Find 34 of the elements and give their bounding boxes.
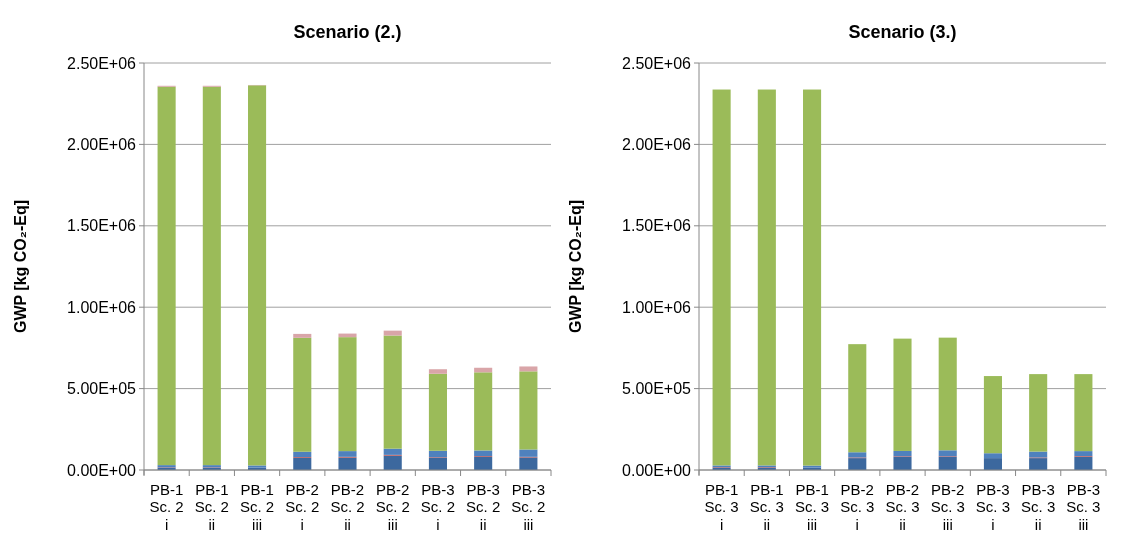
y-tick-label: 1.00E+06 (622, 298, 692, 316)
y-tick-label: 5.00E+05 (67, 380, 137, 398)
x-tick-label: PB-2 Sc. 3 iii (930, 481, 965, 533)
x-tick-label: PB-1 Sc. 2 iii (239, 481, 275, 533)
chart-title: Scenario (3.) (848, 22, 957, 42)
chart-title: Scenario (2.) (293, 22, 402, 42)
y-tick-label: 2.00E+06 (622, 136, 692, 153)
y-axis-title: GWP [kg CO₂-Eq] (12, 199, 29, 334)
x-tick-label: PB-2 Sc. 3 ii (885, 481, 920, 533)
y-tick-label: 1.50E+06 (622, 217, 692, 235)
x-tick-label: PB-2 Sc. 2 ii (330, 481, 365, 533)
x-tick-label: PB-1 Sc. 3 iii (794, 481, 830, 533)
y-tick-label: 0.00E+00 (67, 461, 137, 479)
y-tick-label: 1.00E+06 (67, 298, 137, 316)
x-tick-label: PB-1 Sc. 2 ii (194, 481, 229, 533)
y-tick-label: 2.50E+06 (622, 54, 692, 72)
y-tick-label: 5.00E+05 (622, 380, 692, 398)
x-tick-label: PB-3 Sc. 2 iii (511, 481, 546, 533)
y-tick-label: 0.00E+00 (622, 461, 692, 479)
x-tick-label: PB-2 Sc. 2 i (285, 481, 320, 533)
x-tick-label: PB-3 Sc. 3 i (975, 481, 1011, 533)
x-tick-label: PB-3 Sc. 3 ii (1021, 481, 1056, 533)
x-tick-label: PB-1 Sc. 3 ii (749, 481, 784, 533)
y-axis-title: GWP [kg CO₂-Eq] (567, 199, 584, 334)
x-tick-label: PB-3 Sc. 2 ii (466, 481, 501, 533)
x-tick-label: PB-2 Sc. 3 i (840, 481, 875, 533)
y-tick-label: 2.00E+06 (67, 136, 137, 153)
x-tick-label: PB-1 Sc. 2 i (149, 481, 184, 533)
x-tick-label: PB-3 Sc. 2 i (420, 481, 456, 533)
x-tick-label: PB-1 Sc. 3 i (704, 481, 739, 533)
y-tick-label: 2.50E+06 (67, 54, 137, 72)
x-tick-label: PB-2 Sc. 2 iii (375, 481, 410, 533)
x-tick-label: PB-3 Sc. 3 iii (1066, 481, 1101, 533)
y-tick-label: 1.50E+06 (67, 217, 137, 235)
